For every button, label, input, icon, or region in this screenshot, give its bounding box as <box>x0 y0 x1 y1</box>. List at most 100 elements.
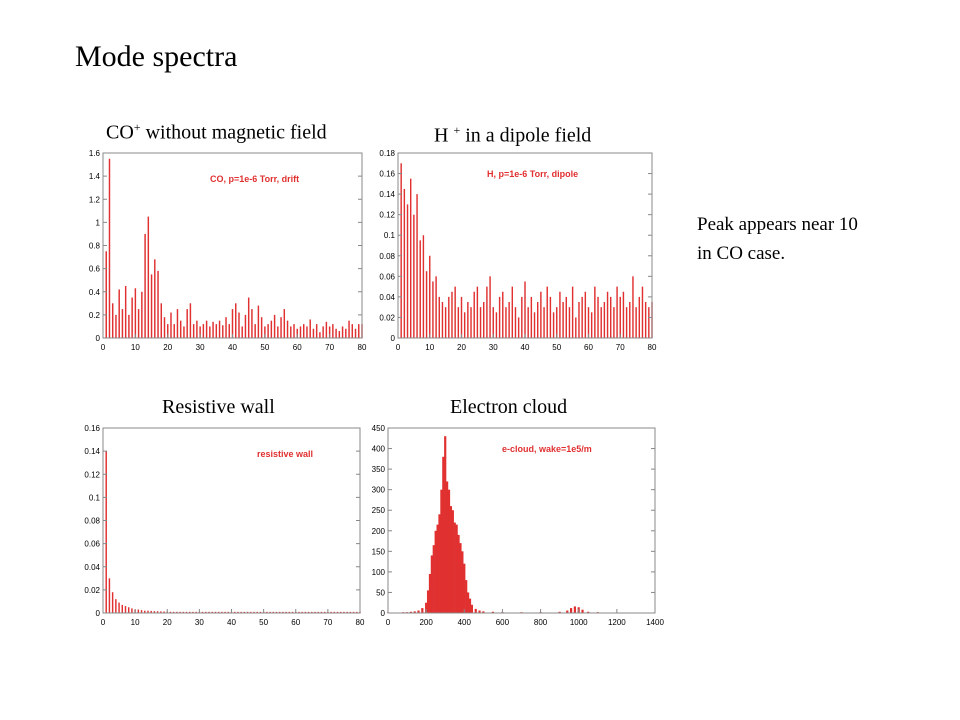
bar <box>638 296 641 338</box>
bar <box>610 296 612 338</box>
bar <box>121 309 124 338</box>
bar <box>425 602 428 613</box>
bar <box>486 286 488 338</box>
electron-cloud-spectrum-chart: 0 50 100 150 200 250 300 350 400 450 0 200 400 600 800… <box>372 424 665 627</box>
bar <box>425 271 428 338</box>
legend-label: H, p=1e-6 Torr, dipole <box>487 169 578 179</box>
bar <box>451 291 453 338</box>
bar <box>243 611 246 613</box>
bar <box>597 296 599 338</box>
bar <box>635 307 637 338</box>
bar <box>241 326 243 338</box>
bar <box>442 456 445 613</box>
bar <box>451 510 454 613</box>
x-tick-label: 20 <box>163 343 172 352</box>
bar <box>141 291 143 338</box>
bar <box>421 608 424 613</box>
bar <box>315 324 318 339</box>
bar <box>511 286 514 338</box>
bar <box>470 604 474 613</box>
bar <box>419 240 421 338</box>
side-note-line-1: Peak appears near 10 <box>697 214 858 235</box>
side-note: Peak appears near 10 in CO case. <box>697 210 858 268</box>
bar <box>218 320 221 338</box>
y-tick-label: 0.08 <box>379 252 395 261</box>
y-tick-label: 50 <box>376 588 385 597</box>
bar <box>632 276 634 338</box>
bar <box>273 314 276 339</box>
bar <box>468 598 472 613</box>
bar <box>571 286 574 338</box>
bar <box>250 611 252 613</box>
bar <box>235 303 237 338</box>
y-tick-label: 0.04 <box>84 563 100 572</box>
bar <box>502 291 504 338</box>
bar <box>603 302 606 338</box>
bar <box>549 296 552 338</box>
bar <box>455 524 458 613</box>
x-tick-label: 80 <box>358 343 367 352</box>
bar <box>118 289 120 338</box>
x-tick-label: 1000 <box>570 618 588 627</box>
bar <box>227 611 230 613</box>
bar <box>409 178 412 338</box>
bar <box>202 324 205 339</box>
caption-h-sup: + <box>453 123 461 137</box>
bar <box>205 611 207 613</box>
bar <box>264 326 266 338</box>
bar <box>137 609 140 613</box>
bar <box>301 611 303 613</box>
bar <box>352 611 355 613</box>
bar <box>581 296 583 338</box>
bar <box>182 611 185 613</box>
y-tick-label: 0.6 <box>89 265 101 274</box>
bar <box>134 288 137 338</box>
bar <box>492 307 494 338</box>
x-tick-label: 10 <box>131 343 140 352</box>
bar <box>288 611 291 613</box>
bar <box>345 328 347 338</box>
y-tick-label: 0 <box>96 609 101 618</box>
bar <box>413 611 416 613</box>
caption-co: CO+ without magnetic field <box>106 120 327 145</box>
legend-label: e-cloud, wake=1e5/m <box>502 444 592 454</box>
bar <box>105 251 107 338</box>
y-tick-label: 250 <box>372 506 386 515</box>
bar <box>189 303 192 338</box>
y-tick-label: 0.14 <box>84 447 100 456</box>
bar <box>201 611 204 613</box>
bar <box>625 307 628 338</box>
bar <box>196 320 198 338</box>
x-tick-label: 40 <box>521 343 530 352</box>
bar <box>438 514 441 613</box>
bar <box>173 324 175 339</box>
bar <box>153 611 156 613</box>
bar <box>115 599 117 614</box>
bar <box>465 580 468 613</box>
bar <box>179 611 181 613</box>
bar <box>269 611 271 613</box>
bar <box>558 611 561 613</box>
y-tick-label: 0.1 <box>384 231 396 240</box>
bar <box>167 324 169 339</box>
bar <box>127 607 130 613</box>
bar <box>280 317 282 338</box>
resistive-wall-spectrum-chart: 0 0.02 0.04 0.06 0.08 0.1 0.12 0.14 0.16 0 10 20 30 4… <box>84 424 365 627</box>
bar <box>121 604 123 613</box>
bar <box>160 611 162 613</box>
bar <box>474 608 477 613</box>
bar <box>311 611 313 613</box>
bar <box>257 305 260 339</box>
bar <box>237 611 239 613</box>
bar <box>436 524 439 613</box>
bar <box>573 606 576 613</box>
caption-co-rest: without magnetic field <box>140 121 327 144</box>
bar <box>521 296 523 338</box>
bar <box>463 563 466 613</box>
bar <box>137 309 140 338</box>
bar <box>260 317 263 338</box>
bar <box>336 611 339 613</box>
legend-label: CO, p=1e-6 Torr, drift <box>210 174 299 184</box>
x-tick-label: 400 <box>458 618 472 627</box>
bar <box>186 309 188 338</box>
